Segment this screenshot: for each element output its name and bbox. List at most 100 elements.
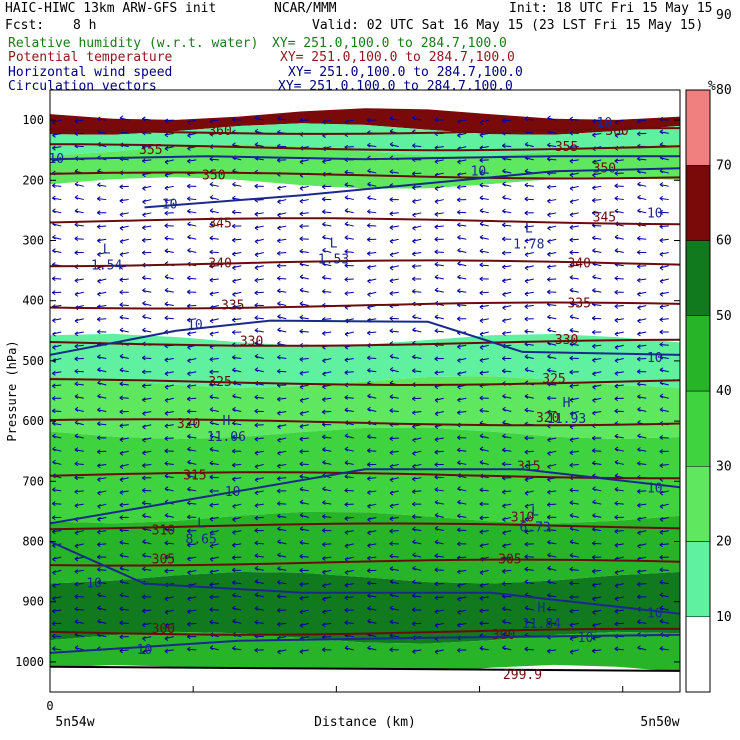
wind-vector-head [591, 329, 596, 335]
wind-vector-head [547, 354, 551, 359]
wind-vector [277, 252, 287, 254]
wind-vector [119, 477, 129, 481]
wind-vector-head [97, 278, 101, 284]
wind-vector [457, 449, 467, 452]
wind-vector [434, 159, 444, 163]
wind-vector-head [479, 370, 484, 376]
wind-vector-head [232, 592, 236, 598]
wind-vector-head [141, 355, 146, 361]
wind-vector-head [52, 487, 56, 493]
wind-vector [592, 263, 602, 267]
wind-vector-head [434, 211, 439, 217]
wind-vector [434, 501, 444, 505]
wind-vector [434, 450, 444, 453]
wind-vector [389, 555, 399, 558]
wind-vector [74, 395, 84, 399]
wind-vector [254, 555, 264, 558]
wind-vector-head [142, 463, 146, 468]
wind-vector-head [592, 410, 596, 416]
wind-vector [569, 276, 579, 280]
wind-vector-head [74, 489, 79, 495]
wind-vector [277, 290, 287, 293]
wind-vector [164, 596, 174, 600]
wind-vector-head [209, 235, 214, 241]
wind-vector [299, 303, 309, 307]
wind-vector [412, 595, 422, 598]
wind-vector-head [412, 314, 416, 320]
wind-vector-head [74, 594, 79, 599]
wind-vector-head [569, 186, 574, 191]
wind-vector [367, 450, 377, 452]
wind-vector-head [277, 410, 281, 416]
wind-vector [164, 199, 174, 202]
wind-vector [74, 291, 84, 295]
wind-vector-head [52, 331, 56, 337]
wind-vector-head [569, 314, 574, 320]
wind-vector-head [614, 289, 619, 295]
wind-vector-head [187, 133, 191, 138]
wind-vector-head [412, 565, 416, 571]
wind-vector [119, 541, 129, 545]
wind-vector [434, 555, 444, 558]
wind-vector-head [97, 196, 101, 202]
wind-vector [187, 435, 197, 439]
wind-vector-head [254, 225, 259, 231]
wind-vector-head [479, 357, 484, 363]
wind-vector-head [479, 345, 484, 350]
wind-vector-head [254, 367, 259, 373]
wind-vector-head [524, 238, 529, 244]
wind-vector-head [614, 234, 619, 240]
wind-vector-head [231, 117, 236, 122]
wind-vector [187, 423, 197, 426]
wind-vector-head [186, 408, 191, 414]
wind-vector [457, 410, 467, 414]
wind-vector [434, 212, 444, 215]
wind-vector-head [277, 437, 281, 443]
wind-vector-head [52, 248, 56, 254]
wind-vector [254, 278, 264, 281]
wind-vector-head [74, 543, 79, 549]
wind-vector-head [389, 619, 394, 625]
wind-vector-head [119, 115, 124, 121]
wind-vector-head [547, 198, 551, 204]
wind-vector [344, 462, 354, 465]
wind-vector [614, 210, 624, 214]
wind-vector-head [479, 395, 484, 401]
wind-vector [164, 437, 174, 439]
wind-vector [97, 423, 107, 426]
wind-vector [322, 371, 332, 375]
wind-vector [97, 543, 107, 546]
wind-vector-head [434, 261, 439, 267]
wind-vector-head [277, 513, 281, 519]
wind-vector-head [524, 579, 529, 585]
wind-vector-head [434, 449, 439, 455]
wind-vector [164, 397, 174, 401]
wind-vector-head [637, 305, 641, 311]
wind-vector [119, 567, 129, 571]
wind-vector-head [479, 608, 484, 614]
wind-vector [299, 501, 309, 505]
wind-vector [502, 608, 512, 611]
wind-vector-head [479, 446, 484, 452]
wind-vector [479, 516, 489, 519]
wind-vector-head [592, 172, 596, 178]
y-tick-label: 300 [22, 234, 44, 248]
wind-vector [637, 462, 647, 465]
wind-vector-head [412, 450, 416, 456]
wind-vector-head [389, 436, 394, 442]
wind-vector-head [74, 433, 79, 439]
wind-vector-head [389, 566, 394, 572]
wind-vector [457, 397, 467, 401]
wind-vector [74, 119, 84, 122]
wind-vector-head [659, 291, 664, 297]
wind-vector [97, 131, 107, 134]
wind-vector [277, 477, 287, 480]
wind-vector-head [614, 170, 619, 176]
wind-vector [97, 516, 107, 520]
wind-vector-head [142, 552, 146, 558]
wind-vector-head [164, 274, 169, 280]
extremum-marker: L [330, 237, 338, 252]
wind-vector-head [141, 250, 146, 256]
wind-vector-head [614, 396, 619, 402]
wind-vector-head [254, 252, 259, 258]
